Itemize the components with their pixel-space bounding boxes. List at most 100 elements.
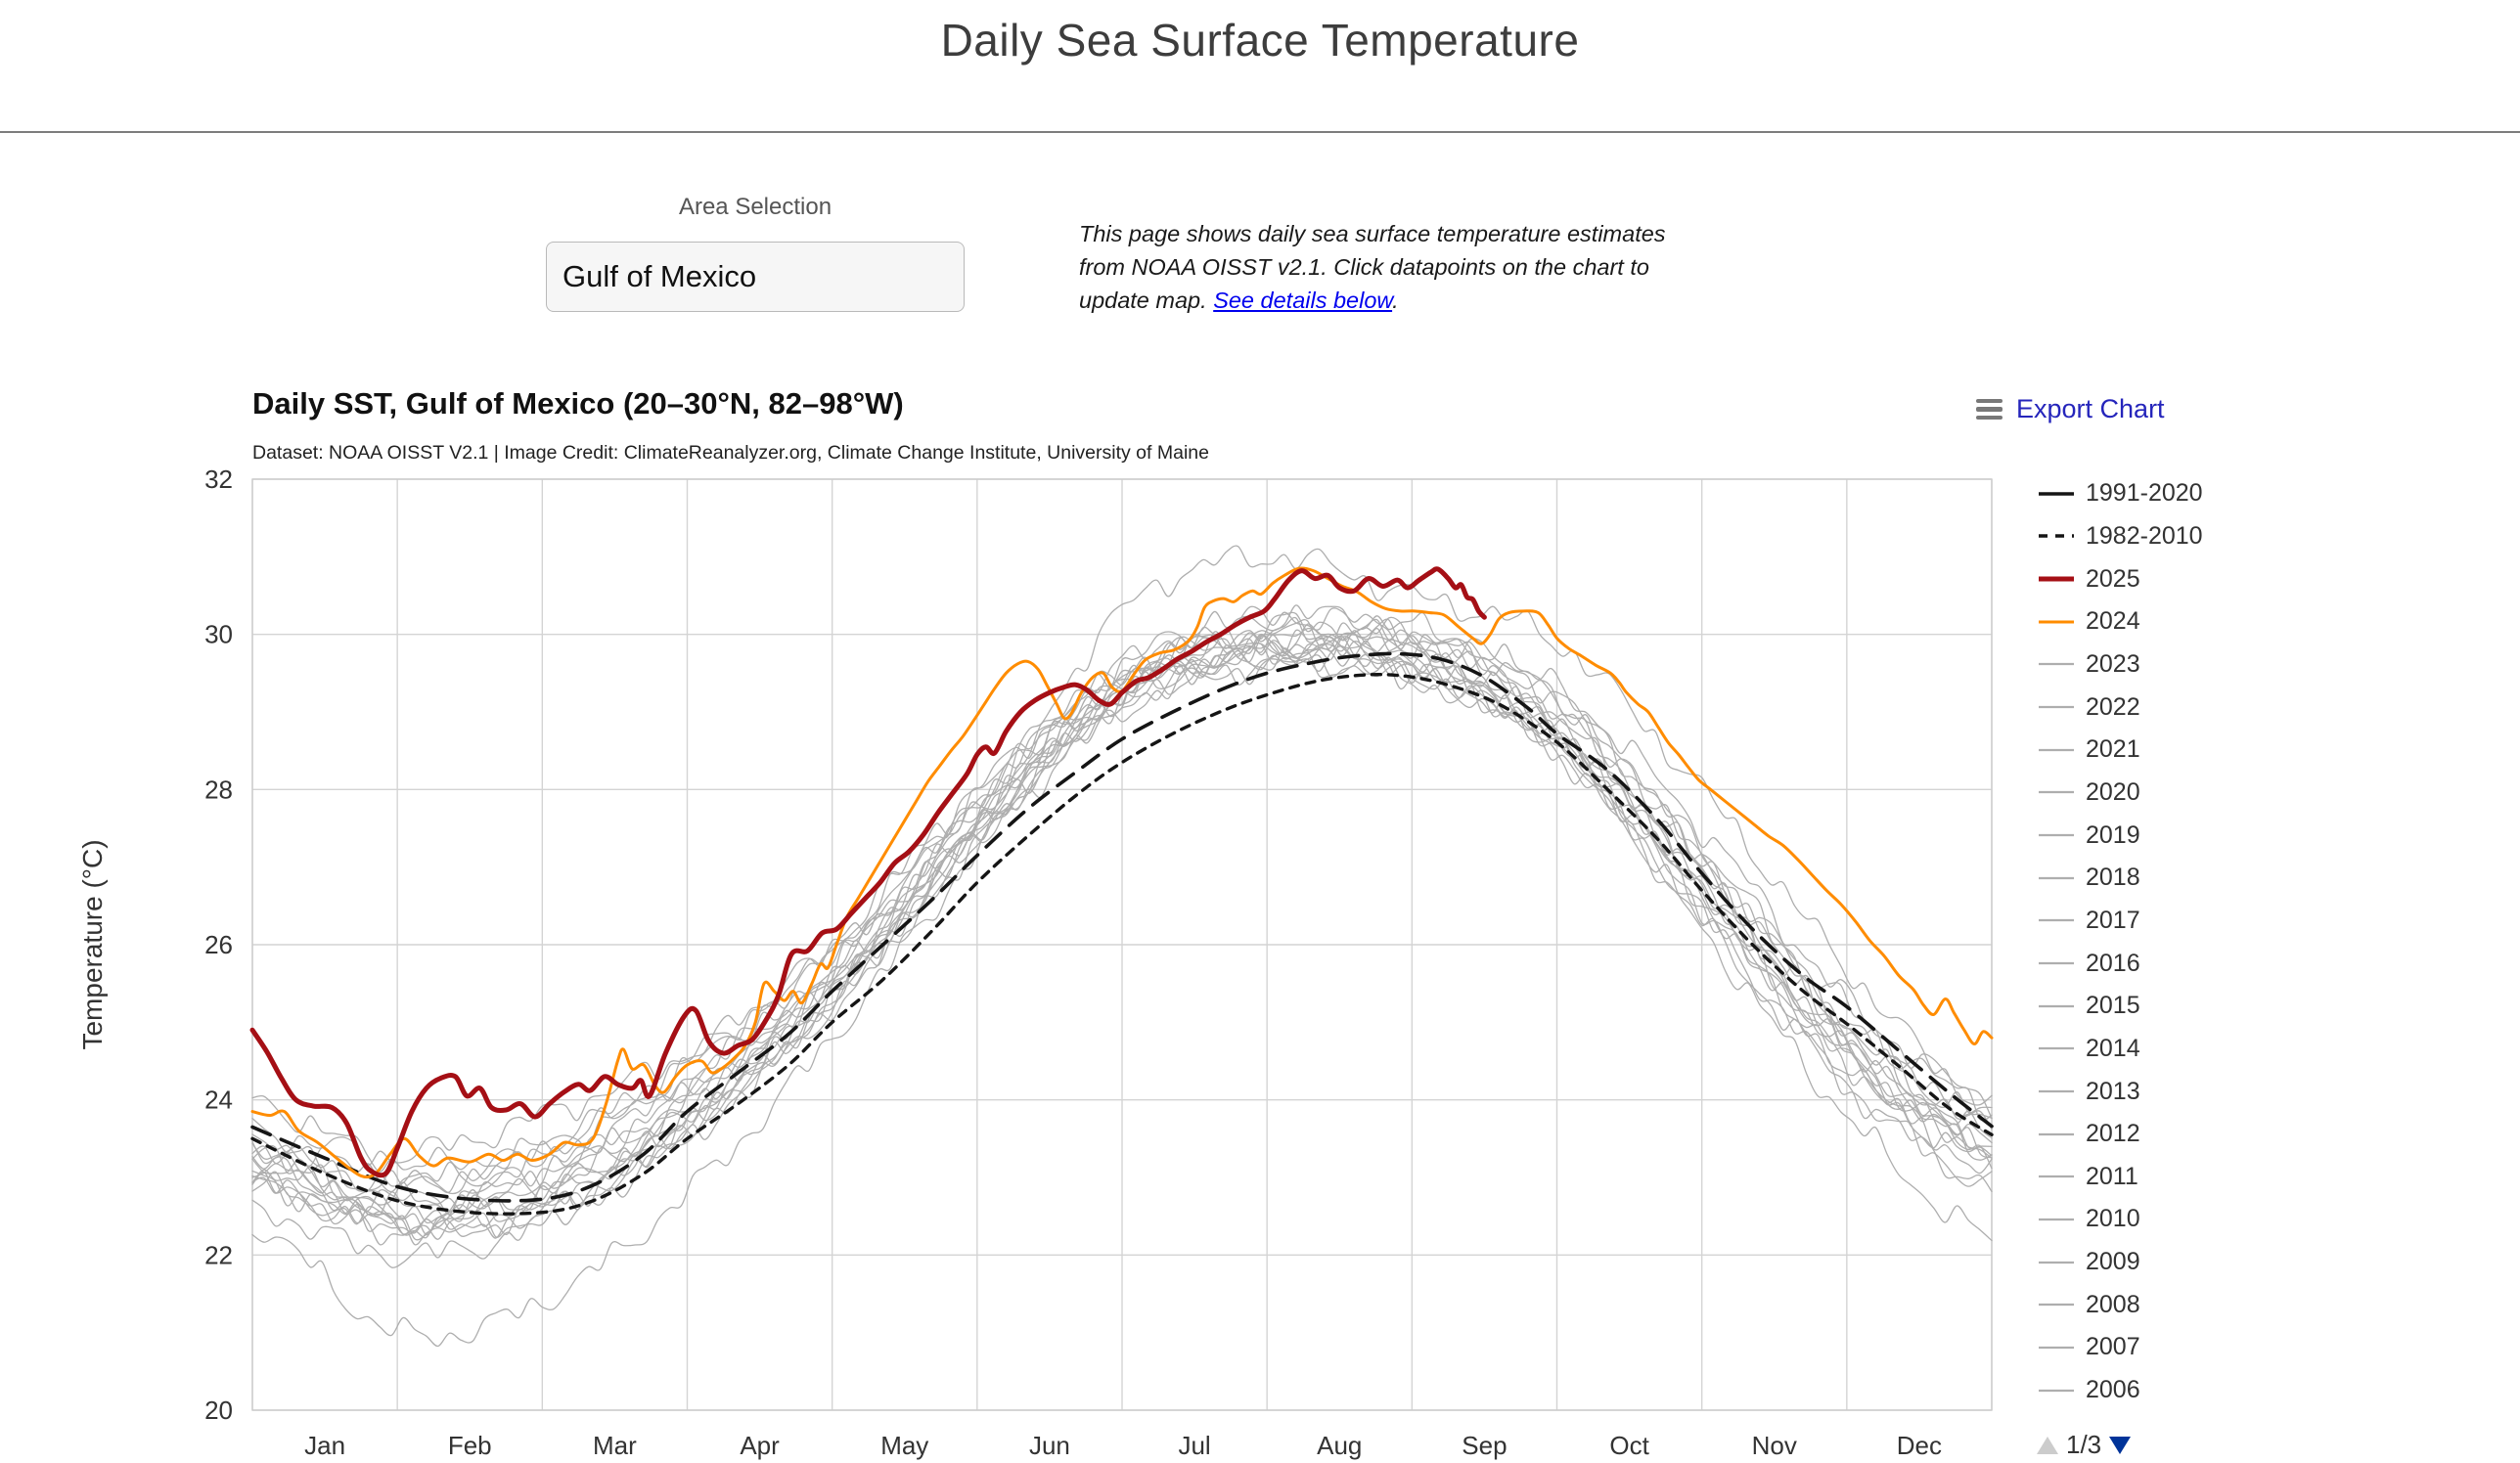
x-tick-oct: Oct (1609, 1431, 1649, 1460)
series-line-2016[interactable] (251, 618, 1993, 1194)
legend-item-2007[interactable]: 2007 (2037, 1326, 2203, 1369)
series-line-2011[interactable] (251, 629, 1993, 1268)
axis-labels: 20 22 24 26 28 30 32 Jan Feb Mar Apr May Jun Jul Aug Se… (77, 465, 1942, 1460)
export-chart-button[interactable]: Export Chart (1976, 394, 2165, 424)
x-tick-jan: Jan (304, 1431, 345, 1460)
legend-label-2023: 2023 (2086, 649, 2140, 678)
legend-item-2013[interactable]: 2013 (2037, 1070, 2203, 1113)
legend-page-indicator: 1/3 (2066, 1430, 2102, 1459)
x-tick-nov: Nov (1752, 1431, 1797, 1460)
legend-label-2019: 2019 (2086, 820, 2140, 849)
chart-credit: Dataset: NOAA OISST V2.1 | Image Credit:… (252, 442, 1209, 464)
legend-label-2022: 2022 (2086, 692, 2140, 721)
legend-item-2025[interactable]: 2025 (2037, 557, 2203, 600)
legend-item-2011[interactable]: 2011 (2037, 1156, 2203, 1199)
legend-item-2024[interactable]: 2024 (2037, 600, 2203, 643)
legend-swatch-2024 (2039, 620, 2074, 624)
description-line-1: This page shows daily sea surface temper… (1079, 221, 1666, 246)
export-chart-label: Export Chart (2016, 394, 2165, 423)
x-tick-may: May (880, 1431, 928, 1460)
legend-label-2009: 2009 (2086, 1248, 2140, 1276)
chart-legend: 1991-2020 1982-2010 2025 2024 2023 2022 2021 20… (2037, 472, 2203, 1411)
legend-page-down-arrow[interactable] (2109, 1436, 2132, 1454)
series-line-1982-2010[interactable] (250, 673, 1994, 1216)
legend-item-2008[interactable]: 2008 (2037, 1283, 2203, 1326)
plot-border (251, 478, 1993, 1411)
legend-item-1991-2020[interactable]: 1991-2020 (2037, 472, 2203, 515)
legend-item-2014[interactable]: 2014 (2037, 1028, 2203, 1071)
x-tick-aug: Aug (1317, 1431, 1362, 1460)
legend-item-2019[interactable]: 2019 (2037, 814, 2203, 857)
x-tick-mar: Mar (593, 1431, 637, 1460)
series-line-2010[interactable] (251, 616, 1993, 1348)
legend-page-up-arrow[interactable] (2037, 1436, 2058, 1454)
description-line-2: from NOAA OISST v2.1. Click datapoints o… (1079, 254, 1649, 280)
legend-swatch-1991-2020 (2039, 492, 2074, 496)
description-period: . (1392, 288, 1399, 313)
plot-click-area[interactable] (252, 479, 1992, 1410)
legend-item-2022[interactable]: 2022 (2037, 686, 2203, 729)
legend-item-2020[interactable]: 2020 (2037, 772, 2203, 815)
x-tick-jul: Jul (1178, 1431, 1210, 1460)
legend-label-2024: 2024 (2086, 607, 2140, 636)
legend-swatch-2012 (2039, 1132, 2074, 1135)
legend-swatch-2025 (2039, 576, 2074, 582)
area-selection-label: Area Selection (678, 194, 832, 220)
legend-swatch-2011 (2039, 1175, 2074, 1178)
legend-label-2012: 2012 (2086, 1120, 2140, 1148)
series-line-2025[interactable] (249, 566, 1487, 1178)
legend-label-2017: 2017 (2086, 906, 2140, 934)
legend-item-2021[interactable]: 2021 (2037, 729, 2203, 772)
description-line-3: update map. (1079, 288, 1214, 313)
y-tick-28: 28 (204, 775, 233, 804)
legend-swatch-2020 (2039, 791, 2074, 794)
legend-item-1982-2010[interactable]: 1982-2010 (2037, 515, 2203, 558)
x-tick-sep: Sep (1462, 1431, 1507, 1460)
legend-item-2006[interactable]: 2006 (2037, 1369, 2203, 1412)
x-tick-apr: Apr (740, 1431, 780, 1460)
legend-label-1982-2010: 1982-2010 (2086, 521, 2203, 550)
chart-title: Daily SST, Gulf of Mexico (20–30°N, 82–9… (252, 386, 904, 421)
legend-item-2012[interactable]: 2012 (2037, 1113, 2203, 1156)
legend-label-2015: 2015 (2086, 992, 2140, 1020)
y-tick-24: 24 (204, 1086, 233, 1115)
series-line-2020[interactable] (251, 604, 1993, 1193)
legend-swatch-2017 (2039, 919, 2074, 922)
area-select[interactable]: Gulf of Mexico (546, 242, 965, 312)
legend-item-2016[interactable]: 2016 (2037, 942, 2203, 985)
legend-item-2015[interactable]: 2015 (2037, 985, 2203, 1028)
legend-swatch-2016 (2039, 961, 2074, 965)
legend-item-2009[interactable]: 2009 (2037, 1241, 2203, 1284)
y-tick-30: 30 (204, 620, 233, 649)
legend-swatch-2018 (2039, 876, 2074, 879)
legend-label-2011: 2011 (2086, 1162, 2138, 1190)
y-tick-26: 26 (204, 930, 233, 959)
legend-item-2010[interactable]: 2010 (2037, 1198, 2203, 1241)
legend-swatch-2008 (2039, 1304, 2074, 1307)
legend-item-2018[interactable]: 2018 (2037, 857, 2203, 900)
legend-swatch-2006 (2039, 1389, 2074, 1392)
legend-label-2013: 2013 (2086, 1077, 2140, 1105)
legend-swatch-2015 (2039, 1004, 2074, 1007)
see-details-link[interactable]: See details below (1213, 288, 1393, 313)
legend-item-2017[interactable]: 2017 (2037, 900, 2203, 943)
legend-pagination: 1/3 (2037, 1430, 2132, 1460)
series-line-2015[interactable] (251, 605, 1993, 1236)
legend-label-2014: 2014 (2086, 1034, 2140, 1062)
series-line-2017[interactable] (251, 623, 1993, 1166)
legend-item-2023[interactable]: 2023 (2037, 643, 2203, 687)
legend-swatch-2010 (2039, 1218, 2074, 1221)
x-tick-dec: Dec (1897, 1431, 1942, 1460)
legend-label-2025: 2025 (2086, 564, 2140, 593)
y-axis-title: Temperature (°C) (77, 839, 108, 1049)
legend-label-2020: 2020 (2086, 777, 2140, 806)
legend-swatch-2014 (2039, 1047, 2074, 1050)
x-tick-feb: Feb (448, 1431, 492, 1460)
hamburger-menu-icon (1976, 398, 2002, 421)
legend-swatch-2023 (2039, 663, 2074, 666)
series-line-1991-2020[interactable] (250, 651, 1994, 1203)
area-select-value: Gulf of Mexico (562, 259, 757, 293)
series-line-2023[interactable] (251, 545, 1993, 1173)
legend-swatch-2021 (2039, 748, 2074, 751)
